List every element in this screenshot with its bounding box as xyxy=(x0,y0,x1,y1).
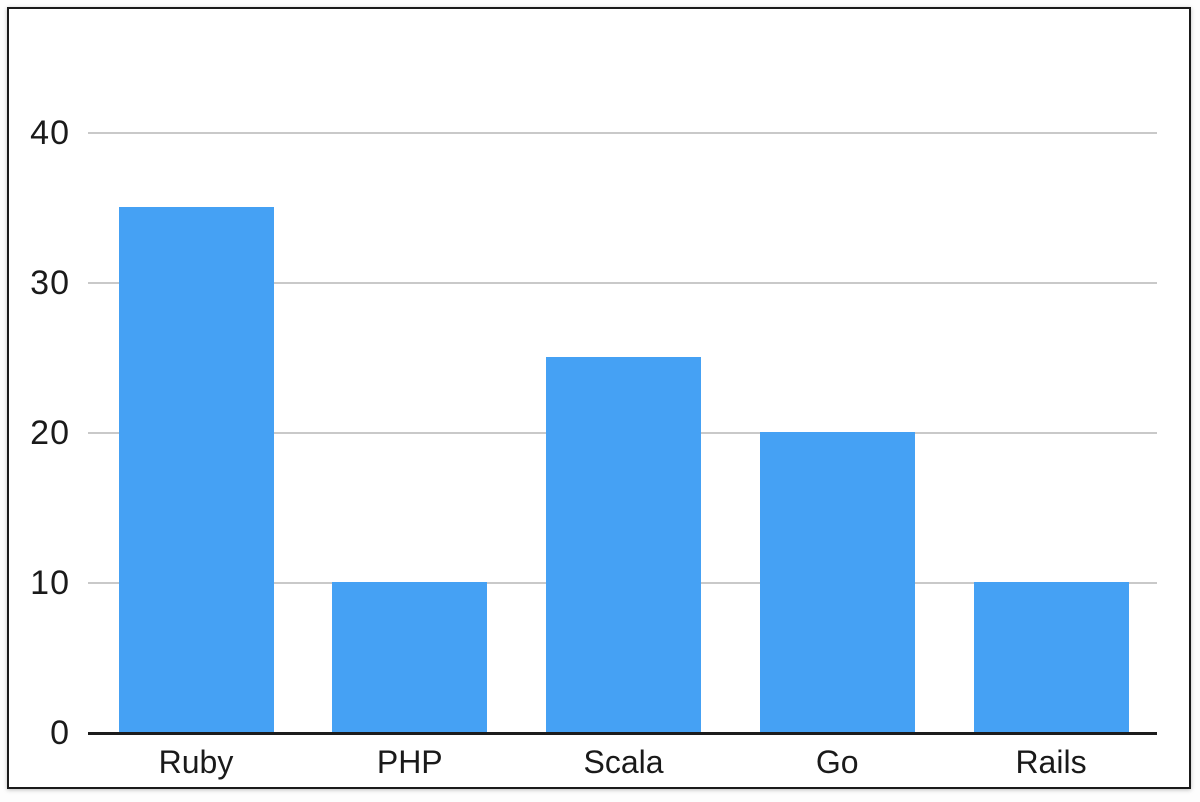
gridline-30 xyxy=(88,282,1157,284)
y-tick-label-20: 20 xyxy=(30,414,70,452)
x-label-scala: Scala xyxy=(583,744,664,780)
bar-go xyxy=(759,432,915,732)
y-tick-label-10: 10 xyxy=(30,564,70,602)
gridline-40 xyxy=(88,132,1157,134)
x-axis-line xyxy=(88,732,1157,735)
bar-rails xyxy=(973,582,1129,732)
y-tick-label-40: 40 xyxy=(30,114,70,152)
x-label-php: PHP xyxy=(376,744,443,780)
chart-frame: 0 10 20 30 40 Ruby PHP Scala Go Rails xyxy=(7,7,1191,789)
bar-ruby xyxy=(118,207,274,732)
x-label-rails: Rails xyxy=(1015,744,1087,780)
y-tick-label-30: 30 xyxy=(30,264,70,302)
y-tick-label-0: 0 xyxy=(50,714,70,752)
x-label-go: Go xyxy=(815,744,859,780)
bar-scala xyxy=(546,357,701,732)
bar-php xyxy=(332,582,488,732)
bar-chart: 0 10 20 30 40 Ruby PHP Scala Go Rails xyxy=(9,9,1189,787)
x-label-ruby: Ruby xyxy=(158,744,234,780)
